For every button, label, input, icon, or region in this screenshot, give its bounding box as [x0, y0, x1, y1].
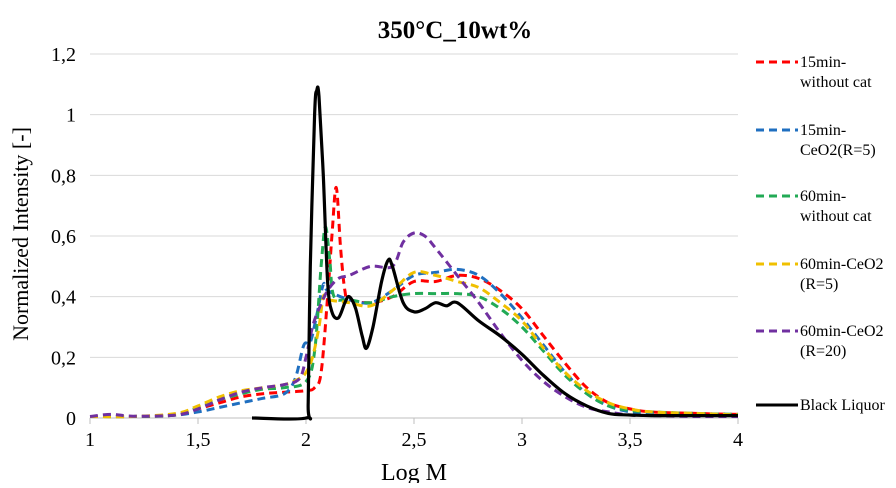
legend-label-1: without cat [800, 74, 872, 91]
y-tick-label: 0,8 [51, 165, 76, 187]
y-tick-label: 1 [66, 105, 76, 127]
chart-title: 350°C_10wt% [378, 17, 532, 44]
x-tick-label: 3,5 [618, 429, 643, 451]
y-tick-label: 0,2 [51, 347, 76, 369]
legend-label-3: without cat [800, 208, 872, 225]
legend-label-3: 60min- [800, 188, 846, 205]
legend-label-1: 15min- [800, 54, 846, 71]
gridlines [90, 53, 738, 358]
y-tick-label: 0 [66, 408, 76, 430]
axes: 0 0,2 0,4 0,6 0,8 1 1,2 1 1,5 2 2,5 3 3,5 4 [51, 44, 743, 451]
series-line-3 [89, 225, 739, 419]
series-line-4 [89, 270, 739, 419]
y-tick-label: 0,6 [51, 226, 76, 248]
x-tick-label: 2 [301, 429, 311, 451]
series-line-5 [89, 231, 739, 419]
series-line-1 [89, 185, 739, 419]
legend-label-6: Black Liquor [800, 397, 886, 414]
x-tick-label: 3 [517, 429, 527, 451]
legend-label-2: 15min- [800, 122, 846, 139]
x-axis-label: Log M [381, 460, 447, 483]
series-line-2 [89, 267, 739, 419]
series-layer [89, 85, 739, 421]
y-axis-label: Normalized Intensity [-] [8, 127, 33, 341]
y-tick-label: 1,2 [51, 44, 76, 66]
series-line-6 [251, 85, 738, 421]
legend-label-2: CeO2(R=5) [800, 142, 876, 159]
legend: 15min-without cat 15min- CeO2(R=5) 60min-wi… [756, 54, 886, 414]
y-tick-label: 0,4 [51, 287, 76, 309]
legend-label-5: (R=20) [800, 343, 846, 360]
x-tick-label: 2,5 [402, 429, 427, 451]
x-tick-label: 4 [733, 429, 743, 451]
x-tick-label: 1,5 [186, 429, 211, 451]
legend-label-4: (R=5) [800, 276, 838, 293]
x-tick-label: 1 [85, 429, 95, 451]
legend-label-5: 60min-CeO2 [800, 323, 884, 340]
legend-label-4: 60min-CeO2 [800, 256, 884, 273]
